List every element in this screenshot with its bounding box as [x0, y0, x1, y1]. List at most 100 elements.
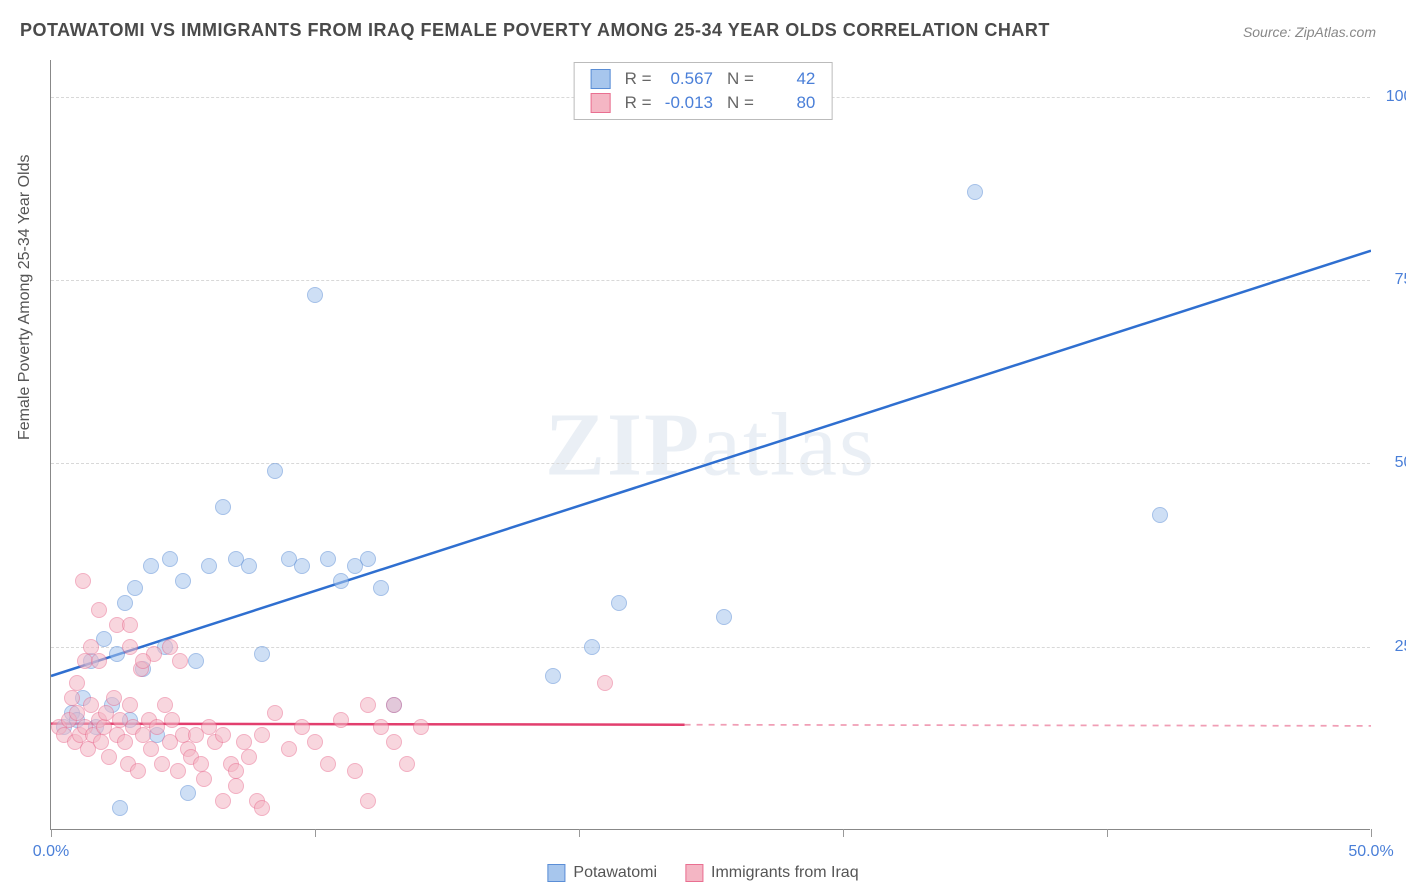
data-point-iraq — [360, 793, 376, 809]
data-point-iraq — [93, 734, 109, 750]
data-point-iraq — [294, 719, 310, 735]
y-tick-label: 75.0% — [1380, 271, 1406, 289]
chart-title: POTAWATOMI VS IMMIGRANTS FROM IRAQ FEMAL… — [20, 20, 1050, 41]
x-tick — [843, 829, 844, 837]
data-point-iraq — [69, 675, 85, 691]
data-point-iraq — [83, 697, 99, 713]
data-point-potawatomi — [967, 184, 983, 200]
data-point-potawatomi — [254, 646, 270, 662]
data-point-iraq — [307, 734, 323, 750]
data-point-iraq — [162, 639, 178, 655]
trend-lines — [51, 60, 1371, 830]
data-point-potawatomi — [201, 558, 217, 574]
data-point-iraq — [149, 719, 165, 735]
data-point-iraq — [333, 712, 349, 728]
data-point-iraq — [386, 697, 402, 713]
y-tick-label: 100.0% — [1380, 88, 1406, 106]
data-point-iraq — [228, 778, 244, 794]
data-point-iraq — [254, 727, 270, 743]
data-point-potawatomi — [584, 639, 600, 655]
data-point-iraq — [170, 763, 186, 779]
data-point-potawatomi — [294, 558, 310, 574]
data-point-potawatomi — [162, 551, 178, 567]
data-point-potawatomi — [320, 551, 336, 567]
data-point-iraq — [320, 756, 336, 772]
data-point-potawatomi — [307, 287, 323, 303]
y-tick-label: 50.0% — [1380, 454, 1406, 472]
x-tick — [1107, 829, 1108, 837]
legend-stat-row: R = -0.013 N = 80 — [591, 91, 816, 115]
data-point-iraq — [143, 741, 159, 757]
data-point-iraq — [83, 639, 99, 655]
data-point-iraq — [228, 763, 244, 779]
data-point-iraq — [196, 771, 212, 787]
data-point-iraq — [281, 741, 297, 757]
data-point-potawatomi — [267, 463, 283, 479]
gridline — [51, 280, 1370, 281]
data-point-iraq — [597, 675, 613, 691]
data-point-iraq — [135, 653, 151, 669]
data-point-potawatomi — [716, 609, 732, 625]
data-point-iraq — [193, 756, 209, 772]
data-point-iraq — [360, 697, 376, 713]
x-tick — [315, 829, 316, 837]
r-value: R = -0.013 — [625, 93, 713, 113]
data-point-iraq — [91, 602, 107, 618]
data-point-potawatomi — [175, 573, 191, 589]
data-point-iraq — [64, 690, 80, 706]
legend-item: Immigrants from Iraq — [685, 864, 859, 882]
series-legend: Potawatomi Immigrants from Iraq — [547, 864, 858, 882]
data-point-potawatomi — [1152, 507, 1168, 523]
data-point-potawatomi — [611, 595, 627, 611]
x-tick-label: 50.0% — [1348, 843, 1393, 861]
gridline — [51, 647, 1370, 648]
x-tick — [1371, 829, 1372, 837]
data-point-iraq — [267, 705, 283, 721]
correlation-legend: R = 0.567 N = 42 R = -0.013 N = 80 — [574, 62, 833, 120]
data-point-iraq — [215, 727, 231, 743]
data-point-iraq — [241, 749, 257, 765]
data-point-potawatomi — [180, 785, 196, 801]
x-tick-label: 0.0% — [33, 843, 69, 861]
data-point-potawatomi — [333, 573, 349, 589]
data-point-iraq — [164, 712, 180, 728]
data-point-iraq — [157, 697, 173, 713]
legend-label: Potawatomi — [573, 864, 657, 882]
data-point-iraq — [122, 639, 138, 655]
r-value: R = 0.567 — [625, 69, 713, 89]
data-point-potawatomi — [143, 558, 159, 574]
legend-stat-row: R = 0.567 N = 42 — [591, 67, 816, 91]
data-point-iraq — [117, 734, 133, 750]
n-value: N = 42 — [727, 69, 815, 89]
data-point-iraq — [154, 756, 170, 772]
n-value: N = 80 — [727, 93, 815, 113]
data-point-iraq — [106, 690, 122, 706]
data-point-potawatomi — [545, 668, 561, 684]
y-tick-label: 25.0% — [1380, 638, 1406, 656]
gridline — [51, 463, 1370, 464]
legend-swatch-icon — [591, 69, 611, 89]
data-point-potawatomi — [360, 551, 376, 567]
data-point-iraq — [413, 719, 429, 735]
data-point-iraq — [386, 734, 402, 750]
source-attribution: Source: ZipAtlas.com — [1243, 24, 1376, 40]
data-point-iraq — [347, 763, 363, 779]
legend-swatch-icon — [591, 93, 611, 113]
x-tick — [579, 829, 580, 837]
data-point-iraq — [75, 573, 91, 589]
data-point-iraq — [236, 734, 252, 750]
data-point-potawatomi — [127, 580, 143, 596]
legend-label: Immigrants from Iraq — [711, 864, 859, 882]
data-point-iraq — [130, 763, 146, 779]
data-point-iraq — [215, 793, 231, 809]
data-point-iraq — [172, 653, 188, 669]
data-point-potawatomi — [241, 558, 257, 574]
legend-swatch-icon — [547, 864, 565, 882]
data-point-iraq — [399, 756, 415, 772]
data-point-potawatomi — [373, 580, 389, 596]
watermark: ZIPatlas — [545, 393, 876, 496]
data-point-iraq — [373, 719, 389, 735]
legend-item: Potawatomi — [547, 864, 657, 882]
data-point-iraq — [122, 697, 138, 713]
plot-area: ZIPatlas 25.0%50.0%75.0%100.0%0.0%50.0% — [50, 60, 1370, 830]
